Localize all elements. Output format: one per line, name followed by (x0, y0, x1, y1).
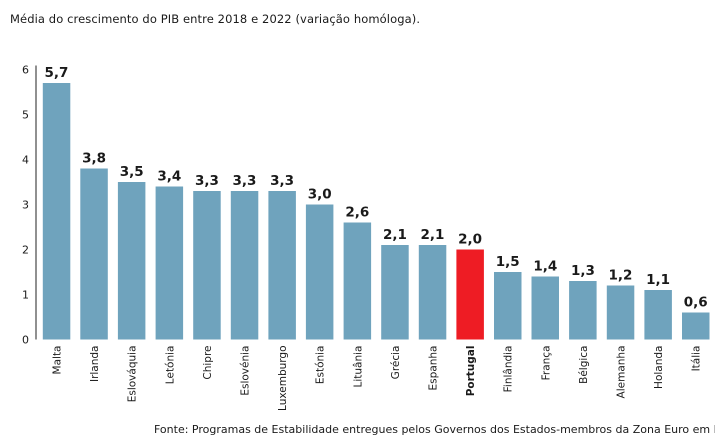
chart-source: Fonte: Programas de Estabilidade entregu… (154, 423, 715, 436)
bar-16 (644, 290, 672, 340)
y-tick-label: 3 (22, 199, 29, 212)
bar-8 (343, 222, 372, 340)
y-tick-label: 5 (22, 109, 29, 122)
y-tick-label: 4 (22, 154, 29, 167)
value-label-2: 3,5 (120, 164, 144, 180)
value-labels: 5,7 3,8 3,5 3,4 3,3 3,3 3,3 3,0 2,6 2,1 2,1 2,0 1,5 1… (45, 65, 708, 311)
category-label-6: Luxemburgo (277, 346, 289, 411)
value-label-12: 1,5 (496, 254, 520, 270)
value-label-6: 3,3 (270, 173, 294, 189)
y-axis: 0 1 2 3 4 5 6 (22, 64, 37, 347)
bar-0 (42, 83, 71, 340)
x-axis-labels: Malta Irlanda Eslováquia Letónia Chipre Eslov… (52, 346, 703, 411)
category-label-2: Eslováquia (127, 346, 139, 403)
y-tick-label: 0 (22, 334, 29, 347)
chart-title: Média do crescimento do PIB entre 2018 e… (10, 12, 421, 26)
bar-11 (456, 249, 484, 340)
bar-15 (606, 285, 635, 340)
y-tick-label: 6 (22, 64, 29, 77)
bars (42, 83, 710, 340)
value-label-8: 2,6 (345, 205, 369, 221)
bar-17 (682, 312, 710, 340)
value-label-5: 3,3 (233, 173, 257, 189)
category-label-4: Chipre (202, 346, 214, 380)
value-label-10: 2,1 (421, 227, 445, 243)
value-label-15: 1,2 (609, 268, 633, 284)
y-tick-label: 1 (22, 289, 29, 302)
category-label-1: Irlanda (89, 346, 101, 383)
value-label-7: 3,0 (308, 187, 332, 203)
category-label-12: Finlândia (503, 346, 515, 393)
category-label-9: Grécia (390, 346, 402, 380)
value-label-16: 1,1 (646, 272, 670, 288)
bar-2 (117, 182, 146, 340)
category-label-0: Malta (52, 346, 64, 375)
bar-9 (381, 245, 409, 340)
bar-10 (418, 245, 447, 340)
bar-1 (80, 168, 108, 340)
y-tick-label: 2 (22, 244, 29, 257)
value-label-14: 1,3 (571, 263, 595, 279)
value-label-4: 3,3 (195, 173, 219, 189)
bar-6 (268, 191, 296, 340)
category-label-13: França (540, 346, 552, 381)
bar-12 (494, 272, 522, 340)
value-label-0: 5,7 (45, 65, 69, 81)
value-label-11: 2,0 (458, 232, 482, 248)
value-label-17: 0,6 (684, 295, 708, 311)
bar-13 (531, 276, 559, 340)
bar-5 (230, 191, 259, 340)
bar-4 (193, 191, 221, 340)
category-label-11: Portugal (465, 346, 477, 397)
bar-7 (305, 204, 334, 340)
value-label-1: 3,8 (82, 151, 106, 167)
category-label-3: Letónia (164, 346, 176, 385)
category-label-10: Espanha (428, 346, 440, 391)
category-label-16: Holanda (653, 346, 665, 389)
value-label-3: 3,4 (157, 169, 181, 185)
category-label-15: Alemanha (616, 346, 628, 399)
value-label-13: 1,4 (533, 259, 557, 275)
category-label-5: Eslovénia (240, 346, 252, 396)
category-label-14: Bélgica (578, 346, 590, 384)
category-label-8: Lituânia (352, 346, 364, 388)
bar-14 (569, 281, 597, 340)
category-label-7: Estónia (315, 346, 327, 385)
category-label-17: Itália (691, 346, 703, 372)
value-label-9: 2,1 (383, 227, 407, 243)
bar-3 (155, 186, 184, 340)
